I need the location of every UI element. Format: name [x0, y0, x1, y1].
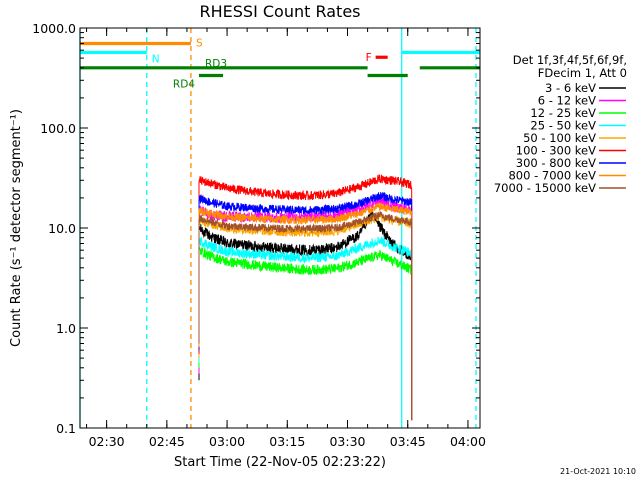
- legend-entry-label: 6 - 12 keV: [538, 94, 596, 108]
- legend-entry-label: 3 - 6 keV: [545, 81, 596, 95]
- series-line-3: [198, 235, 413, 421]
- series-line-7: [198, 202, 413, 421]
- y-tick-label: 1.0: [56, 321, 76, 336]
- legend-header: Det 1f,3f,4f,5f,6f,9f,: [513, 53, 627, 67]
- flag-bar-label: F: [366, 52, 372, 64]
- flag-bar-label: RD3: [205, 58, 227, 70]
- legend-entry-label: 300 - 800 keV: [516, 156, 596, 170]
- legend-entry-label: 12 - 25 keV: [530, 106, 596, 120]
- y-tick-label: 10.0: [48, 221, 76, 236]
- y-tick-label: 1000.0: [32, 21, 76, 36]
- x-axis-label: Start Time (22-Nov-05 02:23:22): [174, 455, 386, 470]
- legend: Det 1f,3f,4f,5f,6f,9f,FDecim 1, Att 03 -…: [494, 53, 627, 195]
- generation-timestamp: 21-Oct-2021 10:10: [560, 467, 636, 476]
- y-tick-label: 0.1: [56, 421, 76, 436]
- series-line-2: [198, 246, 413, 421]
- y-tick-label: 100.0: [40, 121, 76, 136]
- x-tick-label: 03:15: [269, 434, 305, 449]
- flag-bars: S N RD3 RD4 F: [80, 37, 480, 90]
- series-line-8: [198, 210, 413, 421]
- flag-bar-label: RD4: [173, 78, 195, 90]
- x-tick-label: 03:45: [390, 434, 426, 449]
- flag-bar-label: N: [152, 53, 160, 65]
- x-tick-label: 02:30: [89, 434, 125, 449]
- y-axis: 0.1 1.0 10.0 100.0 1000.0: [32, 21, 480, 436]
- legend-entry-label: 7000 - 15000 keV: [494, 181, 596, 195]
- x-tick-label: 03:30: [329, 434, 365, 449]
- series-line-5: [198, 173, 413, 421]
- legend-header: FDecim 1, Att 0: [538, 66, 627, 80]
- legend-entry-label: 25 - 50 keV: [530, 119, 596, 133]
- legend-entry-label: 50 - 100 keV: [523, 131, 596, 145]
- x-axis: 02:30 02:45 03:00 03:15 03:30 03:45 04:00: [86, 28, 486, 449]
- x-tick-label: 02:45: [149, 434, 185, 449]
- y-axis-label: Count Rate (s⁻¹ detector segment⁻¹): [9, 109, 24, 347]
- series-line-6: [198, 191, 413, 421]
- legend-entry-label: 100 - 300 keV: [516, 144, 596, 158]
- x-tick-label: 04:00: [450, 434, 486, 449]
- series-lines: [198, 173, 413, 421]
- legend-entry-label: 800 - 7000 keV: [508, 169, 596, 183]
- x-tick-label: 03:00: [209, 434, 245, 449]
- flag-bar-label: S: [196, 37, 203, 49]
- chart-title: RHESSI Count Rates: [200, 2, 361, 21]
